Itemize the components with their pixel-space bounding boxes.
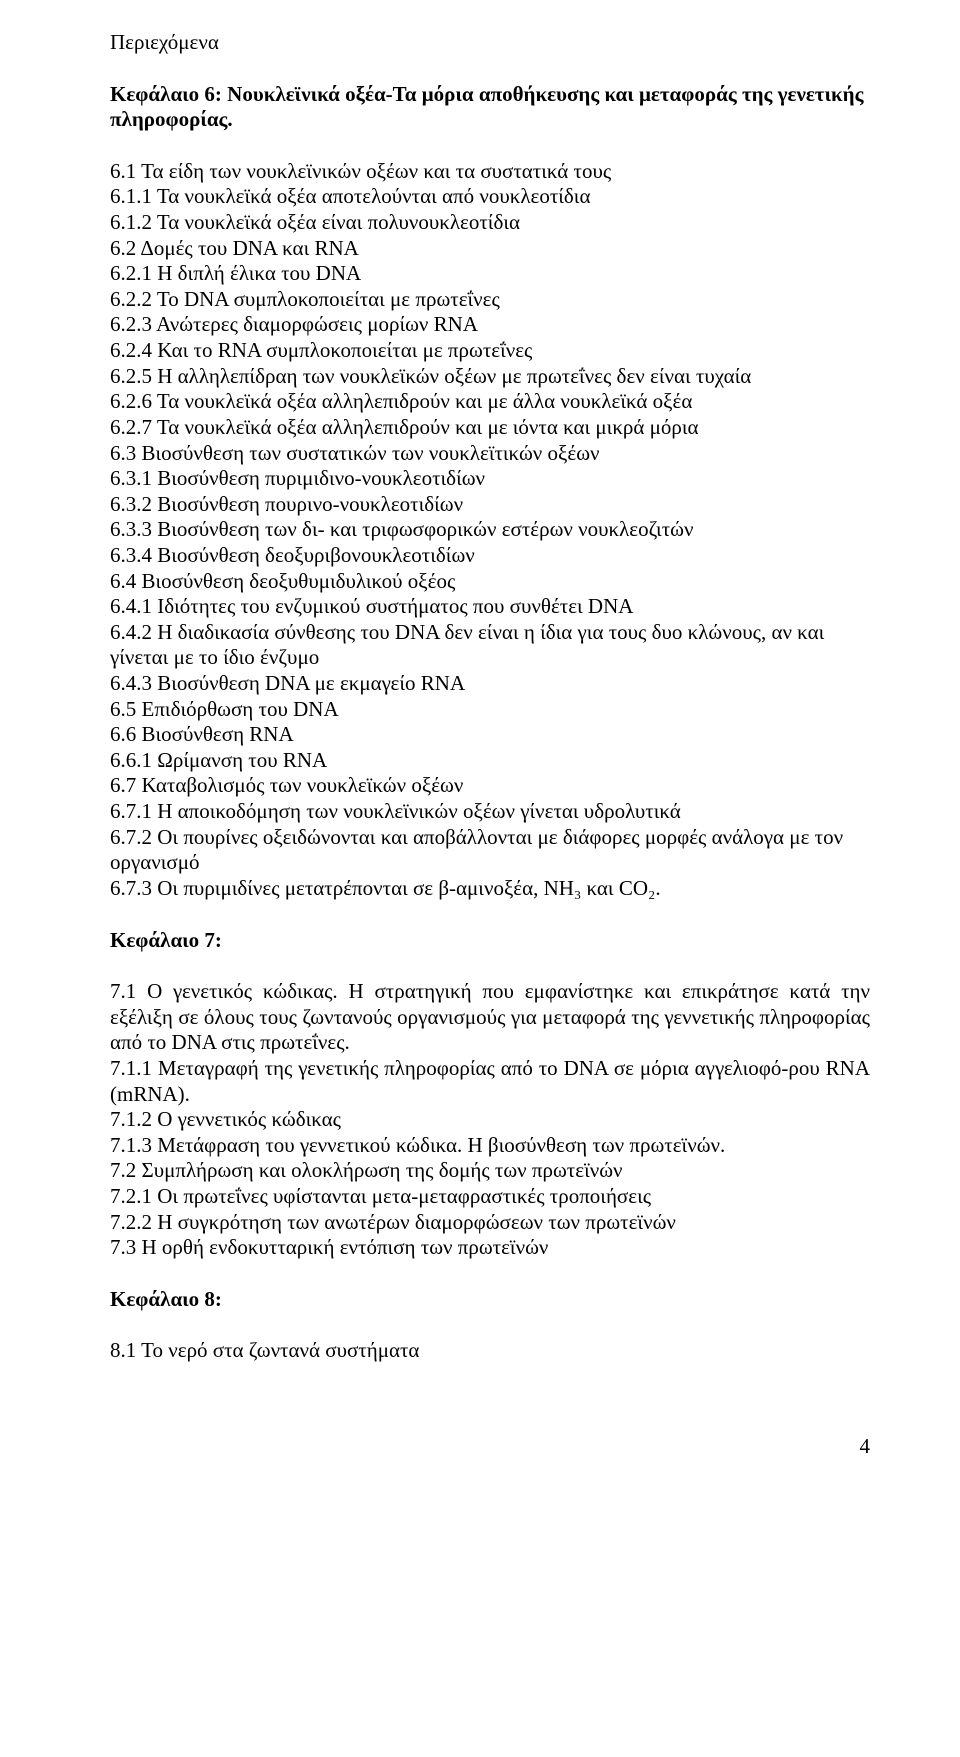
toc-heading: Περιεχόμενα [110, 30, 870, 56]
toc-line: 7.3 Η ορθή ενδοκυτταρική εντόπιση των πρ… [110, 1235, 870, 1261]
toc-line: 6.5 Επιδιόρθωση του DNA [110, 697, 870, 723]
toc-line: 6.2.7 Τα νουκλεϊκά οξέα αλληλεπιδρούν κα… [110, 415, 870, 441]
toc-line: 6.3.3 Βιοσύνθεση των δι- και τριφωσφορικ… [110, 517, 870, 543]
toc-line: 6.3.2 Βιοσύνθεση πουρινο-νουκλεοτιδίων [110, 492, 870, 518]
toc-line: 7.2.2 Η συγκρότηση των ανωτέρων διαμορφώ… [110, 1210, 870, 1236]
chapter-7-title: Κεφάλαιο 7: [110, 928, 870, 954]
toc-line: 6.3.4 Βιοσύνθεση δεοξυριβονουκλεοτιδίων [110, 543, 870, 569]
toc-line: 6.1 Τα είδη των νουκλεϊνικών οξέων και τ… [110, 159, 870, 185]
chapter-6-title: Κεφάλαιο 6: Νουκλεϊνικά οξέα-Τα μόρια απ… [110, 82, 870, 133]
toc-line: 6.4.2 Η διαδικασία σύνθεσης του DNA δεν … [110, 620, 870, 671]
toc-line: 6.1.2 Τα νουκλεϊκά οξέα είναι πολυνουκλε… [110, 210, 870, 236]
chapter-6-lines: 6.1 Τα είδη των νουκλεϊνικών οξέων και τ… [110, 159, 870, 902]
toc-line: 6.6.1 Ωρίμανση του RNA [110, 748, 870, 774]
toc-line: 6.1.1 Τα νουκλεϊκά οξέα αποτελούνται από… [110, 184, 870, 210]
toc-line: 6.4.1 Ιδιότητες του ενζυμικού συστήματος… [110, 594, 870, 620]
toc-line: 7.1 Ο γενετικός κώδικας. Η στρατηγική πο… [110, 979, 870, 1056]
toc-line: 7.1.3 Μετάφραση του γεννετικού κώδικα. Η… [110, 1133, 870, 1159]
toc-line: 6.7.2 Οι πουρίνες οξειδώνονται και αποβά… [110, 825, 870, 876]
toc-line: 6.2.3 Ανώτερες διαμορφώσεις μορίων RNA [110, 312, 870, 338]
toc-line: 6.2 Δομές του DNA και RNA [110, 236, 870, 262]
toc-line: 7.1.2 Ο γεννετικός κώδικας [110, 1107, 870, 1133]
toc-line: 6.7.3 Οι πυριμιδίνες μετατρέπονται σε β-… [110, 876, 870, 902]
toc-line: 6.2.4 Και το RNA συμπλοκοποιείται με πρω… [110, 338, 870, 364]
toc-line: 6.7.1 Η αποικοδόμηση των νουκλεϊνικών οξ… [110, 799, 870, 825]
chapter-8-title: Κεφάλαιο 8: [110, 1287, 870, 1313]
toc-line: 6.2.6 Τα νουκλεϊκά οξέα αλληλεπιδρούν κα… [110, 389, 870, 415]
chapter-7-lines: 7.1 Ο γενετικός κώδικας. Η στρατηγική πο… [110, 979, 870, 1261]
toc-line: 6.3 Βιοσύνθεση των συστατικών των νουκλε… [110, 441, 870, 467]
toc-line: 6.2.5 Η αλληλεπίδραη των νουκλεϊκών οξέω… [110, 364, 870, 390]
toc-line: 8.1 Το νερό στα ζωντανά συστήματα [110, 1338, 870, 1364]
toc-line: 6.4 Βιοσύνθεση δεοξυθυμιδυλικού οξέος [110, 569, 870, 595]
toc-line: 6.7 Καταβολισμός των νουκλεϊκών οξέων [110, 773, 870, 799]
chapter-8-lines: 8.1 Το νερό στα ζωντανά συστήματα [110, 1338, 870, 1364]
toc-line: 6.2.2 Το DNA συμπλοκοποιείται με πρωτεΐν… [110, 287, 870, 313]
toc-line: 6.4.3 Βιοσύνθεση DNA με εκμαγείο RNA [110, 671, 870, 697]
page-number: 4 [110, 1434, 870, 1460]
toc-line: 6.2.1 Η διπλή έλικα του DNA [110, 261, 870, 287]
toc-line: 7.2.1 Οι πρωτεΐνες υφίστανται μετα-μεταφ… [110, 1184, 870, 1210]
toc-line: 6.6 Βιοσύνθεση RNA [110, 722, 870, 748]
toc-line: 6.3.1 Βιοσύνθεση πυριμιδινο-νουκλεοτιδίω… [110, 466, 870, 492]
toc-line: 7.1.1 Μεταγραφή της γενετικής πληροφορία… [110, 1056, 870, 1107]
toc-line: 7.2 Συμπλήρωση και ολοκλήρωση της δομής … [110, 1158, 870, 1184]
